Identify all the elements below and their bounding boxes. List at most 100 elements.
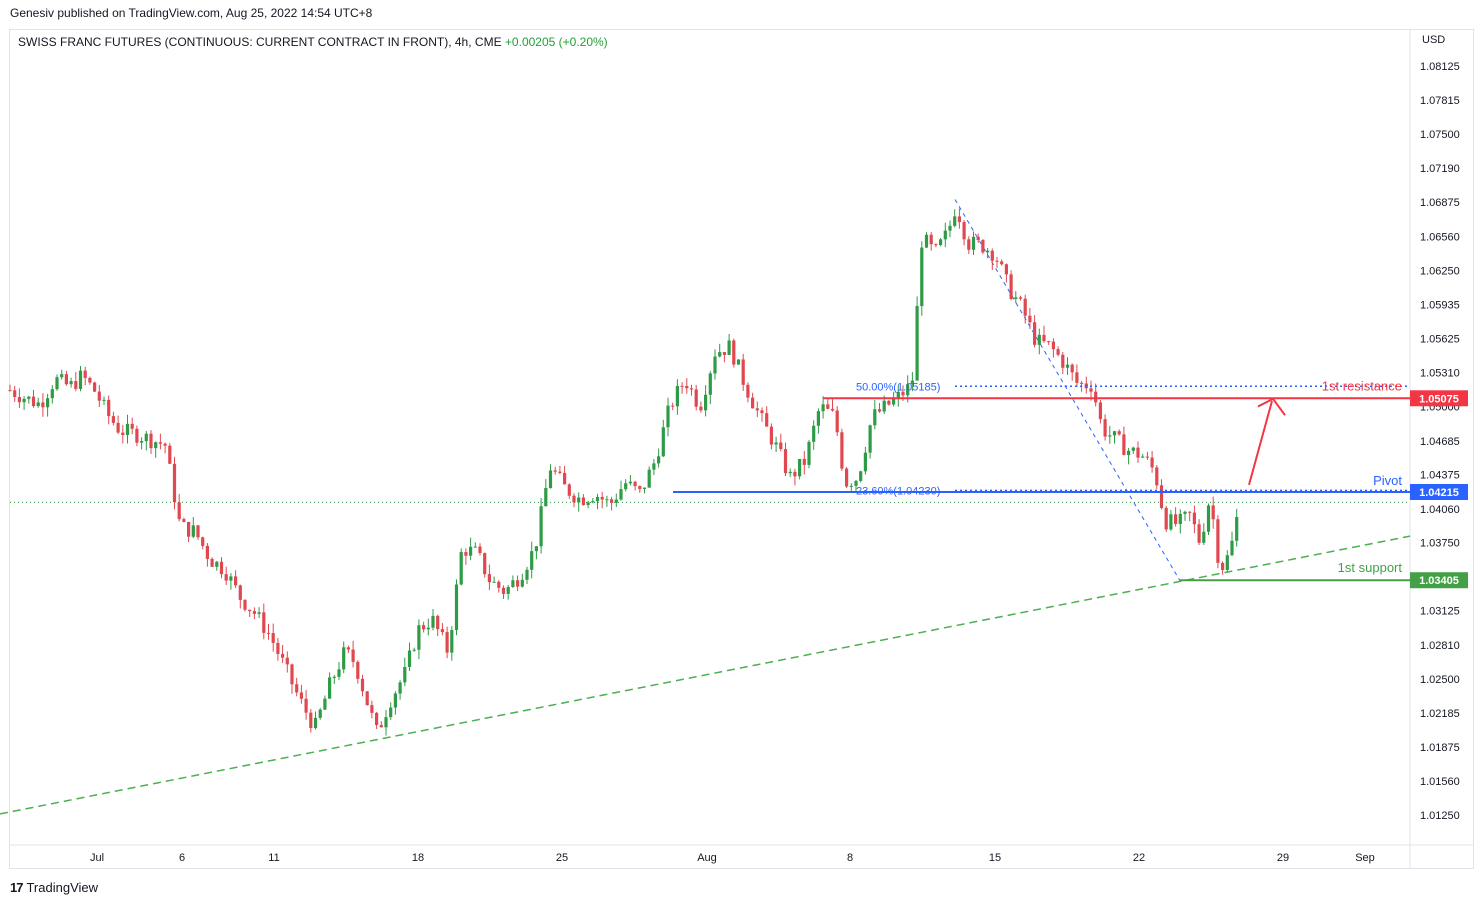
candle-up	[873, 399, 877, 430]
candle-body	[1023, 298, 1027, 316]
candle-down	[633, 480, 637, 491]
candle-down	[877, 403, 882, 413]
candle-up	[534, 546, 538, 560]
candle-body	[497, 581, 501, 588]
x-tick-label: 22	[1133, 852, 1145, 864]
candle-up	[1108, 426, 1112, 444]
candle-up	[577, 492, 581, 512]
candle-down	[97, 384, 101, 408]
candle-up	[154, 441, 158, 458]
candle-body	[915, 306, 919, 381]
candle-down	[830, 399, 835, 412]
candle-up	[342, 641, 346, 674]
candle-up	[657, 448, 661, 468]
candle-up	[22, 396, 26, 410]
y-tick-label: 1.03125	[1420, 606, 1460, 618]
candle-body	[647, 469, 651, 488]
candle-down	[600, 491, 604, 509]
candle-up	[708, 371, 712, 405]
candle-body	[1009, 274, 1013, 299]
candle-body	[563, 472, 567, 485]
candle-body	[1018, 297, 1023, 299]
y-tick-label: 1.04685	[1420, 436, 1460, 448]
candle-body	[605, 499, 609, 501]
footer-brand[interactable]: 17 TradingView	[10, 880, 98, 895]
candle-down	[1117, 429, 1121, 436]
y-tick-label: 1.02810	[1420, 640, 1460, 652]
candle-down	[751, 392, 755, 409]
candle-up	[332, 675, 336, 684]
candle-body	[1230, 540, 1234, 556]
candle-body	[125, 423, 130, 436]
candle-body	[689, 388, 694, 390]
y-tick-label: 1.02500	[1420, 674, 1460, 686]
x-tick-label: 29	[1277, 852, 1289, 864]
candle-body	[191, 525, 195, 537]
candle-up	[530, 541, 534, 579]
candle-body	[168, 445, 172, 464]
candle-up	[910, 372, 914, 392]
candle-body	[417, 625, 421, 650]
candle-up	[628, 474, 632, 486]
candle-body	[41, 402, 45, 408]
candle-body	[591, 501, 595, 503]
plot-area	[10, 30, 1474, 868]
candle-body	[295, 684, 299, 693]
candle-down	[436, 614, 440, 637]
candle-up	[1230, 531, 1234, 557]
candle-body	[356, 661, 360, 679]
candle-body	[835, 410, 839, 433]
price-axis: 1.08125 1.07815 1.07500 1.07190 1.06875 1.065…	[1410, 61, 1468, 822]
candle-body	[1028, 315, 1032, 323]
candle-up	[525, 566, 529, 585]
candle-body	[469, 546, 473, 556]
candle-body	[262, 612, 266, 633]
candle-down	[422, 621, 426, 633]
candle-down	[464, 548, 468, 565]
candle-body	[163, 443, 167, 446]
candle-body	[393, 693, 397, 708]
candle-down	[121, 425, 125, 444]
candle-body	[675, 385, 679, 407]
candle-body	[755, 408, 759, 411]
candle-body	[727, 340, 731, 355]
candle-body	[304, 698, 308, 713]
candle-down	[177, 493, 181, 522]
candle-body	[812, 425, 816, 442]
candle-down	[802, 450, 806, 475]
candle-down	[370, 700, 374, 719]
candle-down	[1000, 259, 1004, 266]
candle-body	[708, 373, 712, 395]
candle-up	[318, 707, 322, 720]
x-tick-label: Aug	[697, 852, 717, 864]
candle-down	[483, 552, 487, 578]
candle-down	[182, 517, 186, 523]
candle-down	[445, 626, 449, 659]
candle-down	[379, 721, 383, 728]
candle-body	[144, 433, 148, 442]
candle-body	[548, 470, 553, 489]
candle-up	[69, 377, 73, 388]
candle-up	[854, 479, 858, 493]
candle-down	[1159, 479, 1164, 510]
candle-body	[243, 599, 247, 610]
candle-down	[285, 651, 289, 673]
candle-down	[1028, 307, 1032, 330]
candle-up	[798, 458, 802, 480]
candle-body	[22, 398, 26, 403]
candle-body	[1037, 334, 1041, 345]
publisher-line: Genesiv published on TradingView.com, Au…	[10, 6, 373, 20]
candle-body	[577, 497, 581, 503]
candle-up	[78, 366, 83, 392]
candle-down	[17, 388, 21, 409]
x-tick-label: 6	[179, 852, 185, 864]
candle-body	[633, 481, 637, 487]
candle-up	[1112, 430, 1117, 444]
candle-body	[224, 574, 228, 581]
candle-body	[328, 677, 332, 699]
candle-body	[558, 471, 562, 473]
candle-up	[986, 248, 990, 259]
candle-up	[704, 385, 708, 417]
candle-body	[694, 389, 698, 407]
